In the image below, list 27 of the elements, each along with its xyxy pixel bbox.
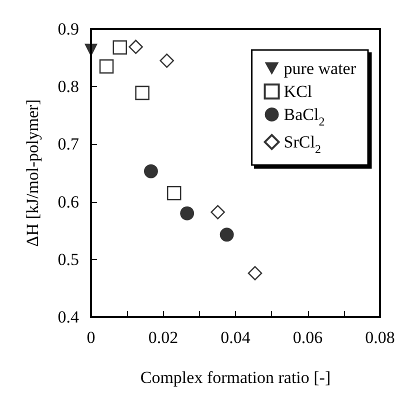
- x-tick-label: 0.08: [365, 328, 395, 347]
- legend-label: KCl: [284, 82, 312, 101]
- x-axis-title: Complex formation ratio [-]: [140, 368, 331, 387]
- point: [99, 59, 114, 74]
- legend-label: pure water: [284, 59, 356, 78]
- y-tick-label: 0.5: [58, 250, 79, 269]
- x-tick-label: 0.06: [292, 328, 323, 347]
- point: [210, 205, 225, 220]
- point: [180, 206, 194, 220]
- y-tick-label: 0.9: [58, 20, 79, 38]
- point: [144, 164, 158, 178]
- x-tick-label: 0.02: [148, 328, 178, 347]
- y-axis-title: ΔH [kJ/mol-polymer]: [23, 99, 42, 247]
- point: [135, 86, 150, 100]
- point: [112, 40, 128, 55]
- point: [160, 54, 174, 68]
- y-tick-label: 0.8: [58, 77, 79, 96]
- x-tick-label: 0.04: [220, 328, 251, 347]
- point: [84, 44, 98, 57]
- point: [220, 228, 234, 242]
- y-tick-label: 0.6: [58, 192, 79, 212]
- y-tick-label: 0.7: [58, 134, 80, 154]
- x-tick-label: 0: [86, 328, 96, 347]
- point: [166, 186, 182, 200]
- point: [248, 266, 262, 280]
- y-tick-label: 0.4: [58, 308, 80, 326]
- point: [128, 40, 143, 54]
